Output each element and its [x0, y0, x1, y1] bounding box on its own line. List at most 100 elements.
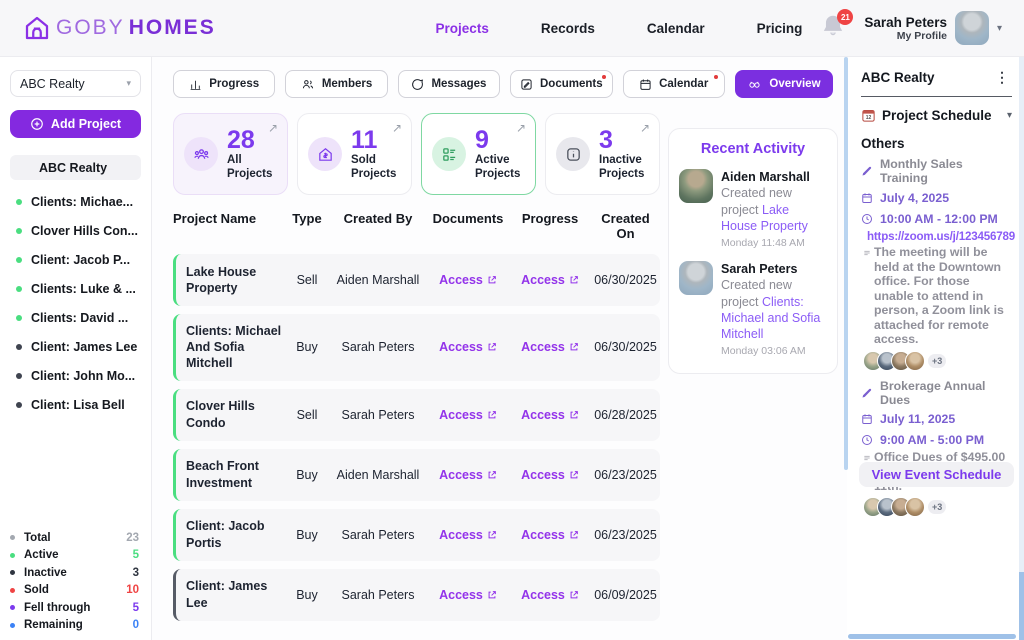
progress-access-link[interactable]: Access	[521, 408, 579, 422]
sidebar-project-item[interactable]: Client: James Lee	[10, 340, 141, 354]
stat-row: Active 5	[10, 547, 139, 565]
top-nav: GOBY HOMES Projects Records Calendar Pric…	[0, 0, 1024, 57]
table-row[interactable]: Clover Hills Condo Sell Sarah Peters Acc…	[173, 388, 660, 441]
tab-overview[interactable]: Overview	[734, 70, 834, 98]
progress-access-link[interactable]: Access	[521, 340, 579, 354]
table-row[interactable]: Client: Jacob Portis Buy Sarah Peters Ac…	[173, 508, 660, 561]
user-avatar[interactable]	[954, 11, 989, 45]
chevron-down-icon: ▾	[126, 78, 131, 88]
org-select[interactable]: ABC Realty ▾	[10, 70, 141, 97]
activity-user: Sarah Peters	[721, 262, 798, 276]
documents-access-link[interactable]: Access	[439, 588, 497, 602]
stat-dot	[10, 552, 15, 558]
activity-item[interactable]: Sarah Peters Created new project Clients…	[679, 261, 827, 357]
event-block[interactable]: Monthly Sales Training July 4, 2025 10:0…	[861, 157, 1015, 371]
people-icon	[302, 79, 313, 88]
external-link-icon	[488, 590, 496, 599]
group-icon	[184, 137, 218, 171]
access-label: Access	[521, 340, 565, 355]
documents-access-link[interactable]: Access	[439, 408, 497, 422]
card-inactive-projects[interactable]: ↗ 3 Inactive Projects	[545, 113, 660, 195]
nav-calendar[interactable]: Calendar	[646, 20, 705, 36]
sidebar-project-item[interactable]: Client: John Mo...	[10, 369, 141, 383]
access-label: Access	[521, 272, 565, 287]
event-description: The meeting will be held at the Downtown…	[874, 245, 1004, 346]
card-sold-projects[interactable]: ↗ 11 Sold Projects	[297, 113, 412, 195]
brand[interactable]: GOBY HOMES	[22, 13, 216, 43]
event-time: 9:00 AM - 5:00 PM	[880, 433, 985, 447]
notes-icon	[864, 455, 870, 460]
tab-messages[interactable]: Messages	[397, 70, 501, 98]
documents-access-link[interactable]: Access	[439, 528, 497, 542]
sidebar-project-item[interactable]: Client: Lisa Bell	[10, 398, 141, 412]
documents-access-link[interactable]: Access	[439, 273, 497, 287]
sidebar-project-item[interactable]: Clients: David ...	[10, 311, 141, 325]
stat-label: Inactive	[24, 566, 67, 579]
table-row[interactable]: Client: James Lee Buy Sarah Peters Acces…	[173, 568, 660, 621]
notifications-button[interactable]: 21	[820, 9, 854, 43]
cell-type: Sell	[296, 272, 318, 287]
arrow-up-right-icon[interactable]: ↗	[391, 121, 402, 135]
tab-label: Overview	[769, 78, 821, 90]
status-dot	[16, 286, 22, 292]
scrollbar-vertical[interactable]	[844, 57, 848, 470]
sidebar-project-item[interactable]: Clover Hills Con...	[10, 224, 141, 238]
event-block[interactable]: Brokerage Annual Dues July 11, 2025 9:00…	[861, 379, 1012, 517]
project-list-header[interactable]: ABC Realty	[10, 155, 141, 180]
activity-target-link[interactable]: Lake House Property	[721, 202, 808, 233]
arrow-up-right-icon[interactable]: ↗	[639, 121, 650, 135]
event-attendees[interactable]: +3	[863, 497, 1012, 517]
activity-target-link[interactable]: Clients: Michael and Sofia Mitchell	[721, 294, 821, 342]
kebab-menu-icon[interactable]: ⋮	[995, 69, 1009, 85]
nav-pricing[interactable]: Pricing	[756, 20, 803, 36]
sidebar-project-item[interactable]: Clients: Michae...	[10, 195, 141, 209]
tab-documents[interactable]: Documents	[510, 70, 613, 98]
tab-progress[interactable]: Progress	[173, 70, 276, 98]
card-active-projects[interactable]: ↗ 9 Active Projects	[421, 113, 536, 195]
event-attendees[interactable]: +3	[863, 350, 1012, 371]
project-schedule-toggle[interactable]: 12 Project Schedule ▾	[861, 108, 1012, 123]
user-meta: Sarah Peters My Profile	[864, 15, 947, 42]
stat-row: Total 23	[10, 529, 139, 547]
table-row[interactable]: Clients: Michael And Sofia Mitchell Buy …	[173, 313, 660, 381]
activity-item[interactable]: Aiden Marshall Created new project Lake …	[679, 169, 827, 249]
right-sidebar: ABC Realty ⋮ 12 Project Schedule ▾ Other…	[847, 57, 1024, 640]
progress-access-link[interactable]: Access	[521, 588, 579, 602]
scrollbar-track[interactable]	[1019, 57, 1024, 640]
scrollbar-horizontal[interactable]	[848, 634, 1016, 639]
documents-access-link[interactable]: Access	[439, 468, 497, 482]
arrow-up-right-icon[interactable]: ↗	[267, 121, 278, 135]
tab-members[interactable]: Members	[285, 70, 388, 98]
documents-access-link[interactable]: Access	[439, 340, 497, 354]
table-row[interactable]: Beach Front Investment Buy Aiden Marshal…	[173, 448, 660, 501]
cell-created-by: Aiden Marshall	[336, 272, 420, 287]
sidebar-project-item[interactable]: Client: Jacob P...	[10, 253, 141, 267]
stat-label: Fell through	[24, 601, 91, 614]
scrollbar-thumb[interactable]	[1019, 572, 1024, 640]
edit-square-icon	[521, 78, 532, 90]
sidebar-project-item[interactable]: Clients: Luke & ...	[10, 282, 141, 296]
add-project-button[interactable]: Add Project	[10, 110, 141, 138]
project-label: Client: Lisa Bell	[31, 398, 125, 412]
plus-circle-icon	[31, 118, 43, 130]
svg-text:12: 12	[866, 115, 872, 121]
main-content: Progress Members Messages Documents Cale…	[152, 57, 847, 640]
recent-activity-title: Recent Activity	[700, 141, 806, 157]
table-row[interactable]: Lake House Property Sell Aiden Marshall …	[173, 253, 660, 306]
nav-projects[interactable]: Projects	[435, 20, 489, 36]
event-meeting-link[interactable]: https://zoom.us/j/123456789	[867, 230, 1015, 243]
progress-access-link[interactable]: Access	[521, 528, 579, 542]
card-all-projects[interactable]: ↗ 28 All Projects	[173, 113, 288, 195]
progress-access-link[interactable]: Access	[521, 468, 579, 482]
add-project-label: Add Project	[50, 117, 122, 131]
chevron-down-icon[interactable]: ▾	[996, 22, 1002, 34]
cell-created-on: 06/30/2025	[594, 272, 657, 287]
arrow-up-right-icon[interactable]: ↗	[515, 121, 526, 135]
view-event-schedule-button[interactable]: View Event Schedule	[859, 462, 1014, 487]
progress-access-link[interactable]: Access	[521, 273, 579, 287]
clock-icon	[862, 213, 872, 224]
nav-records[interactable]: Records	[540, 20, 595, 36]
cell-type: Buy	[296, 340, 318, 355]
status-dot	[16, 402, 22, 408]
tab-calendar[interactable]: Calendar	[622, 70, 725, 98]
